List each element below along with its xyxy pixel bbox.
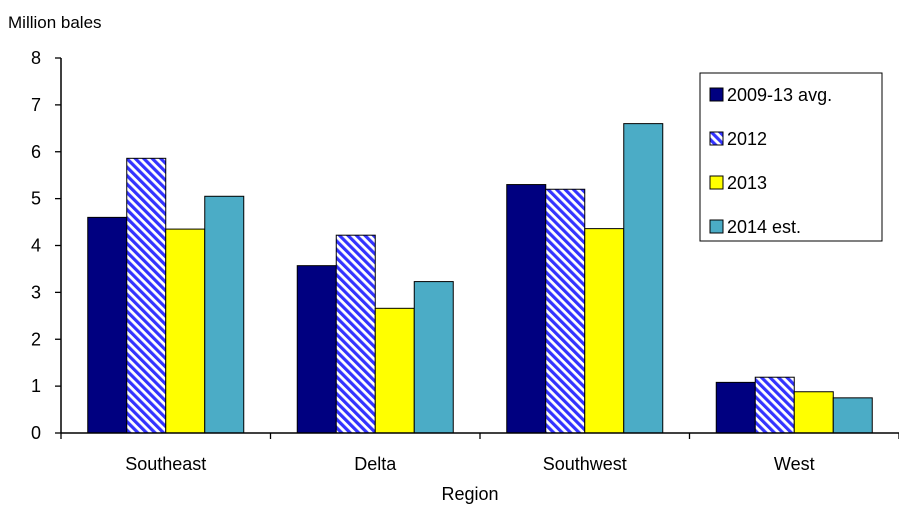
legend-swatch-2009-13-avg xyxy=(709,87,724,102)
legend: 2009-13 avg. 2012 2013 2014 est. xyxy=(699,72,883,242)
bar-southwest-2009-13-avg xyxy=(506,184,547,434)
x-tick-label-delta: Delta xyxy=(354,454,397,474)
legend-label-2009-13-avg: 2009-13 avg. xyxy=(727,85,832,105)
y-tick-label: 2 xyxy=(31,329,41,349)
x-tick-label-west: West xyxy=(774,454,815,474)
bar-delta-2013 xyxy=(374,307,415,434)
legend-swatch-2012 xyxy=(709,131,724,146)
y-axis-label: Million bales xyxy=(8,13,102,32)
legend-label-2012: 2012 xyxy=(727,129,767,149)
x-axis-label: Region xyxy=(441,484,498,504)
bar-southeast-2013 xyxy=(165,228,206,434)
x-tick-label-southeast: Southeast xyxy=(125,454,206,474)
bar-southwest-2013 xyxy=(584,228,625,434)
bar-southeast-2012 xyxy=(126,157,167,434)
legend-box xyxy=(699,72,883,242)
bar-southwest-2014-est xyxy=(623,123,664,434)
bar-west-2009-13-avg xyxy=(715,381,756,434)
legend-swatch-2013 xyxy=(709,175,724,190)
bar-west-2012 xyxy=(754,376,795,434)
bar-southwest-2012 xyxy=(545,188,586,434)
bar-delta-2012 xyxy=(335,234,376,434)
y-tick-label: 0 xyxy=(31,423,41,443)
bar-delta-2009-13-avg xyxy=(296,265,337,434)
y-tick-label: 1 xyxy=(31,376,41,396)
y-tick-label: 5 xyxy=(31,189,41,209)
bars-group xyxy=(87,123,873,434)
legend-swatch-2014-est xyxy=(709,219,724,234)
bar-west-2014-est xyxy=(832,397,873,434)
x-tick-label-southwest: Southwest xyxy=(543,454,627,474)
bar-southeast-2014-est xyxy=(204,195,245,434)
legend-label-2014-est: 2014 est. xyxy=(727,217,801,237)
y-tick-label: 8 xyxy=(31,48,41,68)
y-tick-label: 6 xyxy=(31,142,41,162)
y-axis: 0 1 2 3 4 5 6 7 8 xyxy=(31,48,61,443)
bar-southeast-2009-13-avg xyxy=(87,216,128,434)
bar-west-2013 xyxy=(793,391,834,434)
y-tick-label: 4 xyxy=(31,236,41,256)
y-tick-label: 3 xyxy=(31,282,41,302)
legend-label-2013: 2013 xyxy=(727,173,767,193)
y-tick-label: 7 xyxy=(31,95,41,115)
x-axis: Southeast Delta Southwest West xyxy=(60,433,899,474)
bar-delta-2014-est xyxy=(413,281,454,434)
